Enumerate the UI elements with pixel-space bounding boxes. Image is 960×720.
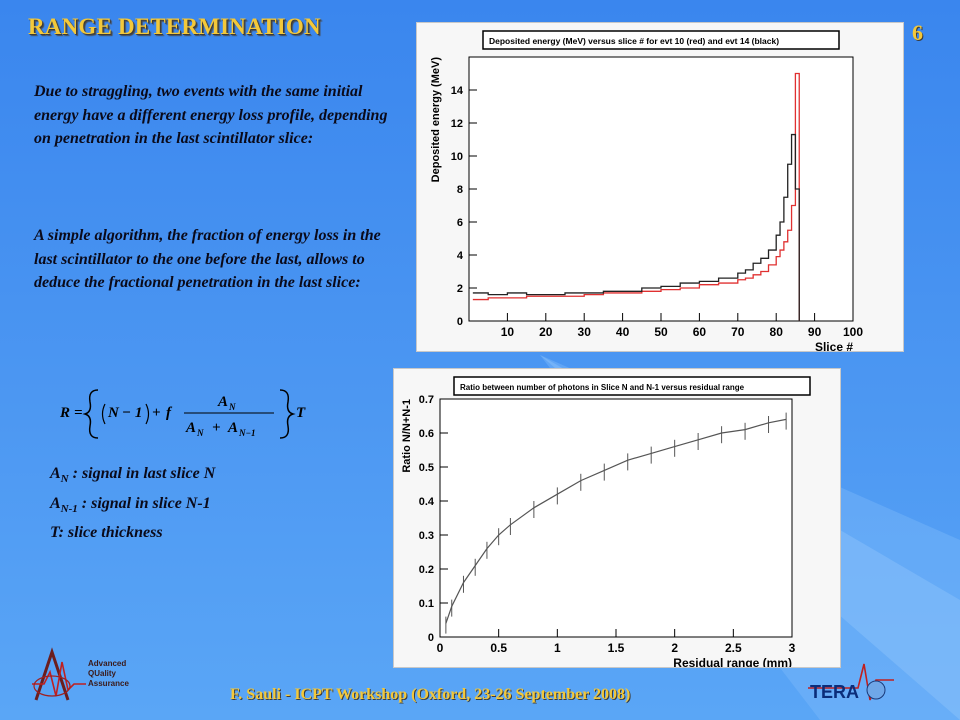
- y-tick-label: 0.7: [419, 394, 434, 406]
- tera-logo-text: TERA: [810, 682, 859, 702]
- y-tick-label: 0: [428, 632, 434, 644]
- slide-number: 6: [912, 20, 923, 45]
- y-tick-label: 0.4: [419, 496, 435, 508]
- logo-line-1: Advanced: [88, 659, 126, 668]
- formula-eq: =: [74, 405, 83, 421]
- formula-den-plus: +: [212, 420, 221, 436]
- formula-f: f: [166, 405, 173, 421]
- y-tick-label: 12: [451, 118, 463, 130]
- x-tick-label: 0.5: [490, 641, 507, 655]
- y-tick-label: 0.5: [419, 462, 434, 474]
- formula-plus: +: [152, 405, 161, 421]
- formula-numerator: A: [217, 394, 228, 410]
- range-formula: R = N − 1 + f A N A N + A N−1 T: [59, 389, 306, 439]
- y-tick-label: 0.1: [419, 598, 434, 610]
- definition-an: AN : signal in last slice N: [50, 465, 216, 486]
- formula-den-a: A: [185, 420, 196, 436]
- x-tick-label: 20: [539, 325, 553, 339]
- plot-frame: [439, 398, 793, 638]
- x-tick-label: 1: [554, 641, 561, 655]
- x-tick-label: 3: [789, 641, 796, 655]
- y-tick-label: 0.2: [419, 564, 434, 576]
- y-tick-label: 2: [457, 283, 463, 295]
- chart-title: Deposited energy (MeV) versus slice # fo…: [489, 36, 779, 46]
- y-tick-label: 10: [451, 151, 463, 163]
- chart-ratio: Ratio between number of photons in Slice…: [393, 368, 841, 670]
- definition-t: T: slice thickness: [50, 524, 163, 542]
- x-axis-label: Residual range (mm): [673, 656, 792, 667]
- x-tick-label: 50: [654, 325, 668, 339]
- formula-R: R: [59, 405, 70, 421]
- aqua-logo: Advanced QUality Assurance: [32, 647, 129, 701]
- plot-frame: [468, 56, 854, 322]
- symbol-definitions: AN : signal in last slice N AN-1 : signa…: [50, 462, 215, 545]
- y-tick-label: 6: [457, 217, 463, 229]
- y-tick-label: 8: [457, 184, 463, 196]
- x-tick-label: 90: [808, 325, 822, 339]
- y-axis-label: Ratio N/N+N-1: [401, 399, 413, 473]
- x-tick-label: 30: [578, 325, 592, 339]
- x-tick-label: 10: [501, 325, 515, 339]
- x-tick-label: 100: [843, 325, 863, 339]
- formula-den-b: A: [227, 420, 238, 436]
- x-tick-label: 60: [693, 325, 707, 339]
- x-tick-label: 70: [731, 325, 745, 339]
- y-tick-label: 0.6: [419, 428, 434, 440]
- formula-N: N: [107, 405, 120, 421]
- tera-logo: TERA: [808, 663, 894, 702]
- chart-title-box: [482, 30, 840, 50]
- y-tick-label: 4: [457, 250, 464, 262]
- paragraph-algorithm: A simple algorithm, the fraction of ener…: [34, 227, 381, 291]
- chart-title: Ratio between number of photons in Slice…: [460, 383, 745, 392]
- chart-deposited-energy: Deposited energy (MeV) versus slice # fo…: [416, 22, 904, 354]
- y-tick-label: 0: [457, 316, 463, 328]
- x-tick-label: 80: [770, 325, 784, 339]
- definition-an-1: AN-1 : signal in slice N-1: [50, 494, 211, 515]
- y-axis-label: Deposited energy (MeV): [430, 57, 442, 183]
- x-tick-label: 2.5: [725, 641, 742, 655]
- logo-line-2: QUality: [88, 669, 117, 678]
- footer-citation: F. Sauli - ICPT Workshop (Oxford, 23-26 …: [230, 686, 631, 703]
- chart-title-box: [453, 376, 811, 396]
- x-tick-label: 0: [437, 641, 444, 655]
- x-axis-label: Slice #: [815, 340, 853, 351]
- formula-T: T: [296, 405, 306, 421]
- paragraph-straggling: Due to straggling, two events with the s…: [34, 83, 388, 147]
- x-tick-label: 1.5: [608, 641, 625, 655]
- y-tick-label: 0.3: [419, 530, 434, 542]
- formula-minus1: − 1: [122, 405, 142, 421]
- formula-den-b-sub: N−1: [238, 428, 255, 438]
- formula-den-a-sub: N: [196, 428, 204, 438]
- series-line-1: [472, 133, 800, 321]
- x-tick-label: 40: [616, 325, 630, 339]
- slide-title: RANGE DETERMINATION: [28, 14, 321, 39]
- logo-line-3: Assurance: [88, 679, 129, 688]
- x-tick-label: 2: [671, 641, 678, 655]
- series-line-0: [472, 72, 800, 321]
- formula-numerator-sub: N: [228, 402, 236, 412]
- y-tick-label: 14: [451, 85, 464, 97]
